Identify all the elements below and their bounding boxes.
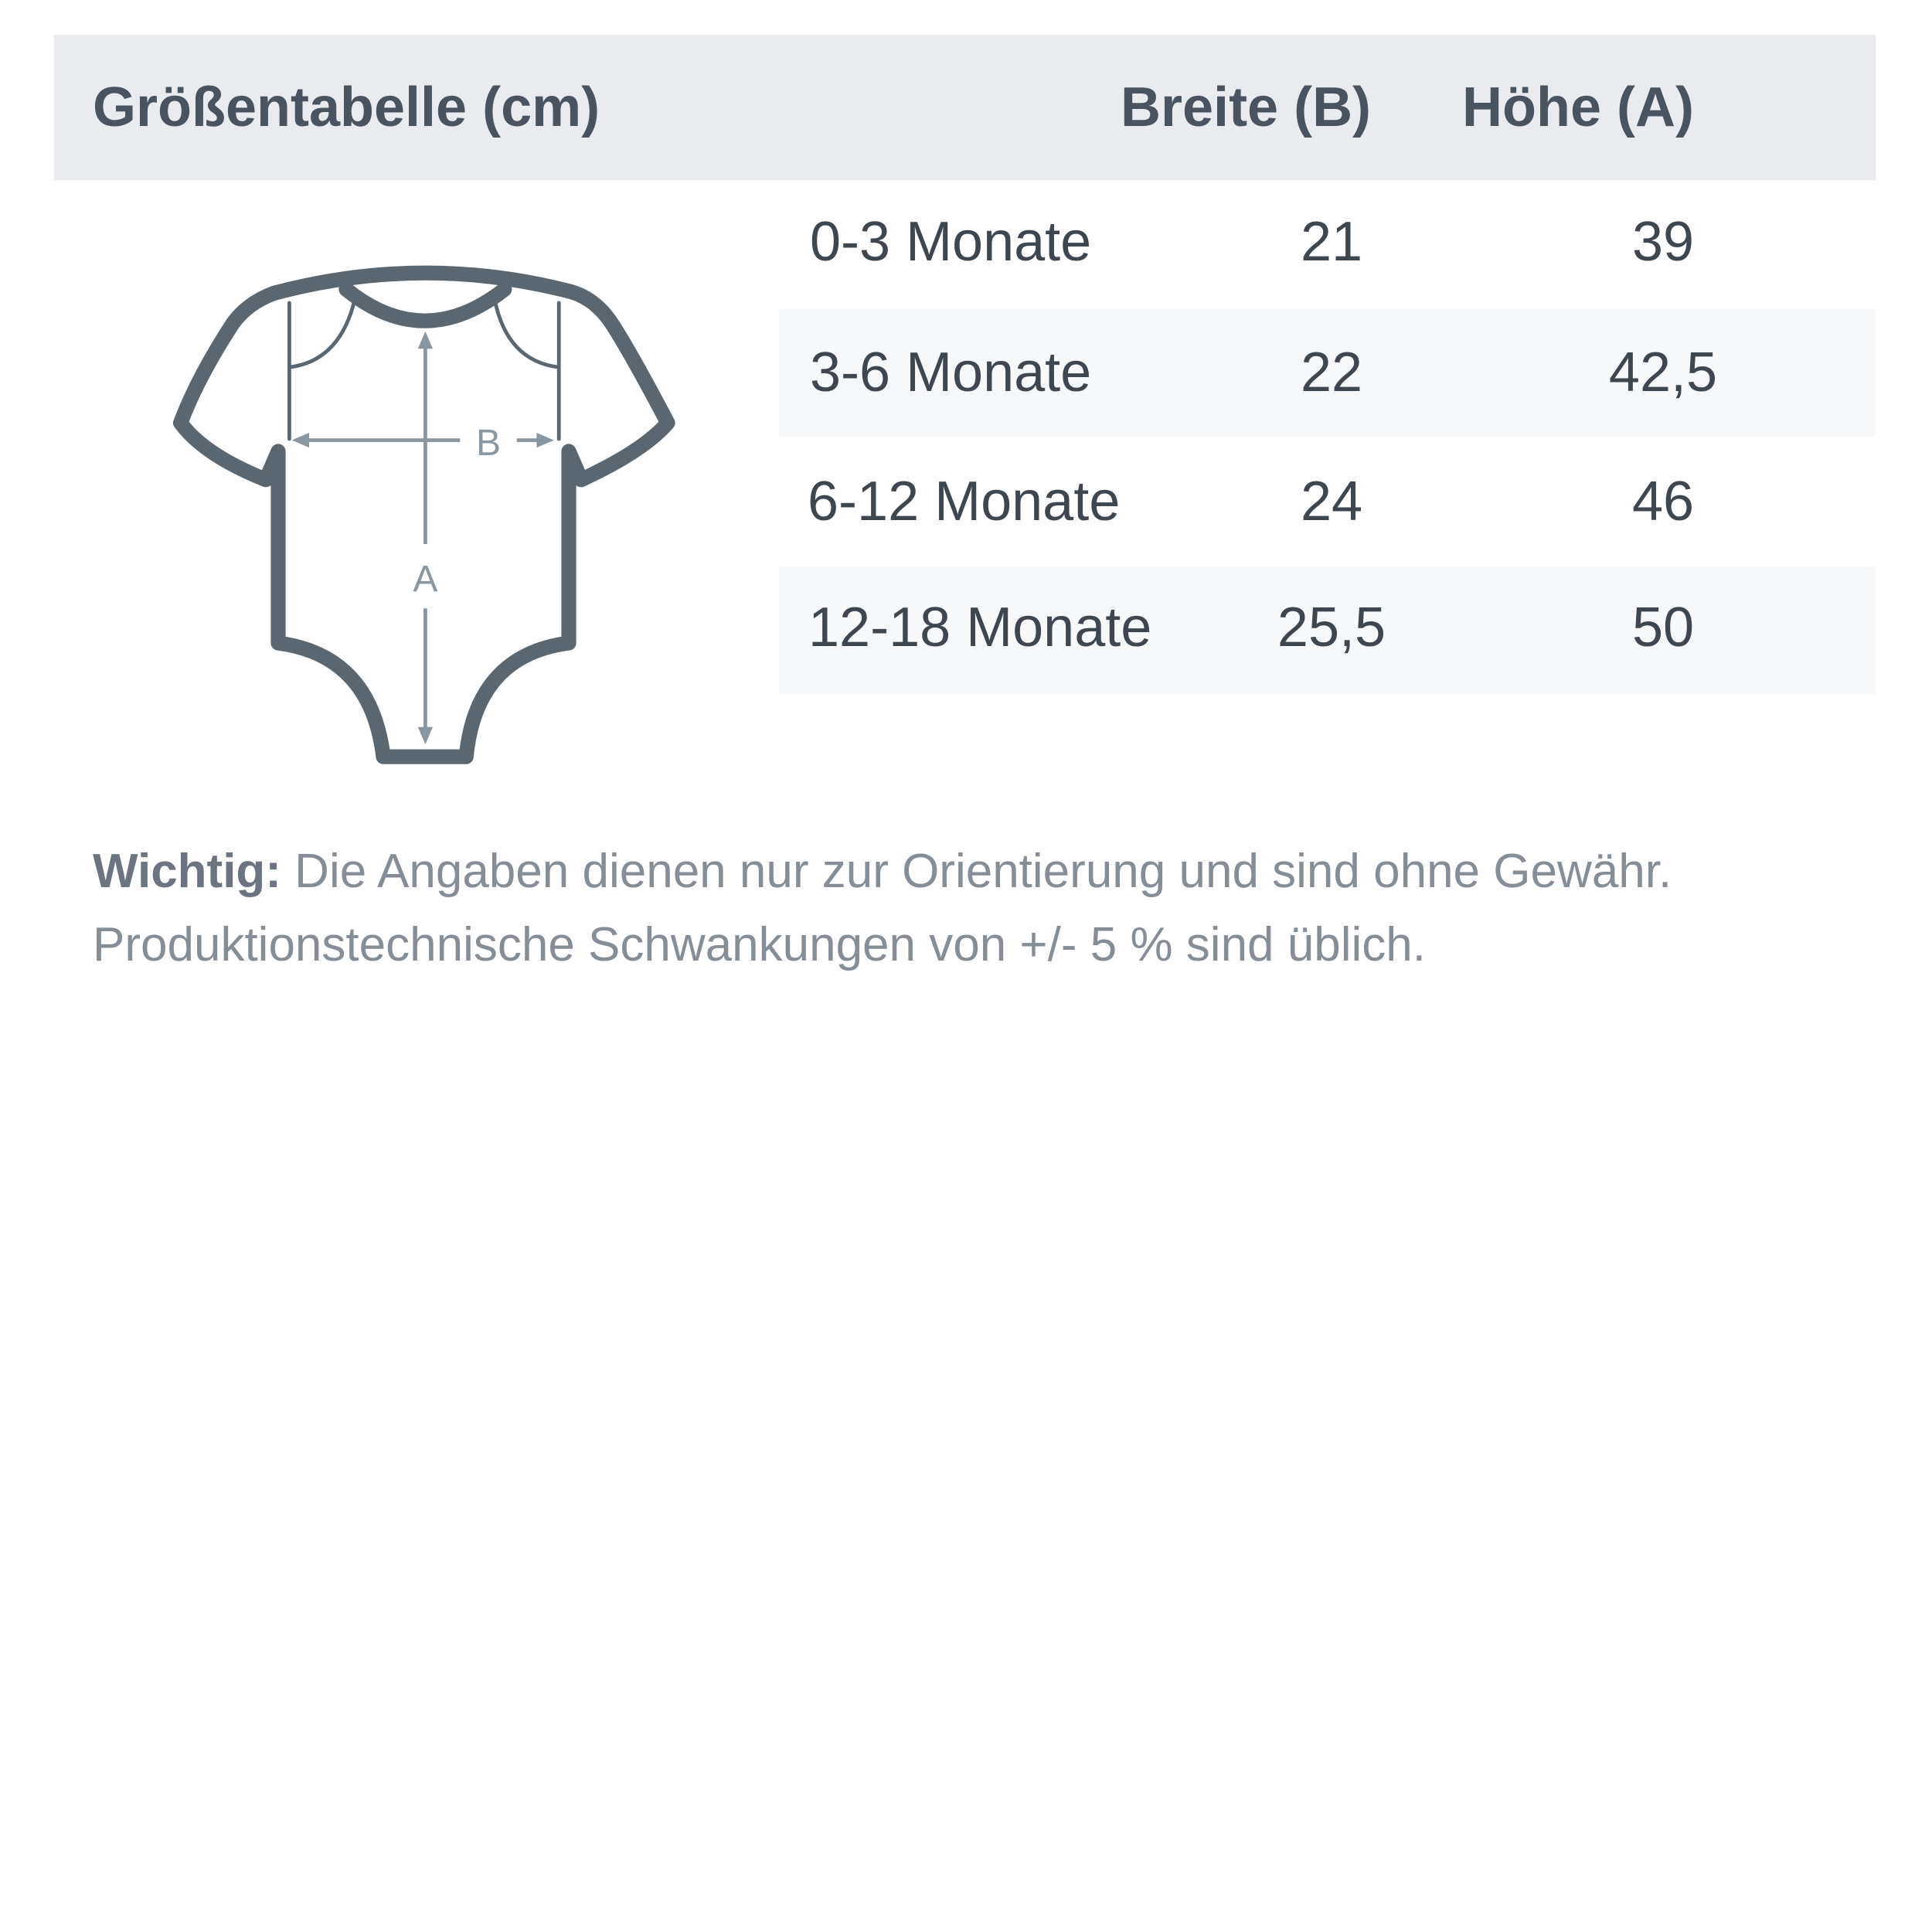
label-a: A xyxy=(413,559,437,600)
note-line2: Produktionstechnische Schwankungen von +… xyxy=(93,918,1426,971)
size-cell: 12-18 Monate xyxy=(808,597,1152,658)
row-stripe xyxy=(779,309,1876,437)
height-cell: 50 xyxy=(1631,597,1695,658)
column-header-width: Breite (B) xyxy=(1121,77,1372,138)
width-cell: 22 xyxy=(1300,342,1363,403)
collar xyxy=(338,281,512,328)
width-cell: 24 xyxy=(1300,471,1363,532)
height-cell: 42,5 xyxy=(1608,342,1718,403)
bodysuit-outline xyxy=(173,265,675,764)
note-line1: Die Angaben dienen nur zur Orientierung … xyxy=(281,845,1672,898)
height-cell: 39 xyxy=(1631,211,1695,273)
column-header-height: Höhe (A) xyxy=(1462,77,1694,138)
size-cell: 0-3 Monate xyxy=(810,211,1092,273)
disclaimer-note: Wichtig: Die Angaben dienen nur zur Orie… xyxy=(93,835,1870,981)
label-b: B xyxy=(476,423,501,464)
table-title: Größentabelle (cm) xyxy=(93,77,600,138)
width-cell: 21 xyxy=(1300,211,1363,273)
width-cell: 25,5 xyxy=(1277,597,1386,658)
height-cell: 46 xyxy=(1631,471,1695,532)
table-header: Größentabelle (cm) Breite (B) Höhe (A) xyxy=(54,35,1876,180)
note-label: Wichtig: xyxy=(93,845,281,898)
row-stripe xyxy=(779,566,1876,694)
size-cell: 6-12 Monate xyxy=(808,471,1121,532)
size-cell: 3-6 Monate xyxy=(810,342,1092,403)
